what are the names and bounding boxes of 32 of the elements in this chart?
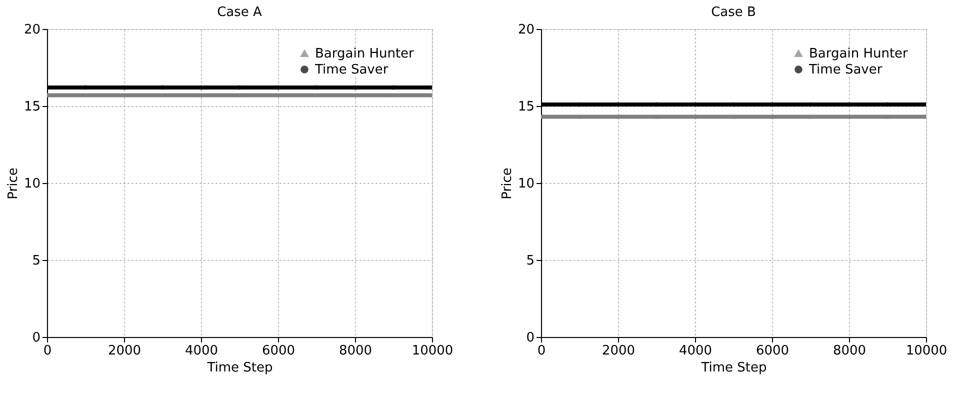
- x-tick-label: 10000: [412, 344, 454, 358]
- y-tick-label: 0: [32, 330, 40, 346]
- chart-title: Case B: [711, 5, 756, 20]
- x-tick-label: 0: [537, 344, 546, 358]
- x-tick-label: 6000: [262, 344, 296, 358]
- legend-label: Bargain Hunter: [315, 46, 415, 62]
- y-tick-label: 5: [526, 254, 534, 268]
- x-tick-label: 2000: [602, 344, 636, 358]
- y-tick-label: 0: [526, 330, 534, 346]
- x-tick-label: 10000: [906, 344, 948, 358]
- chart-title: Case A: [217, 5, 262, 20]
- x-axis-title: Time Step: [206, 360, 273, 376]
- y-tick-label: 10: [518, 176, 534, 192]
- y-tick-label: 10: [24, 176, 40, 192]
- y-tick-label: 15: [24, 100, 40, 114]
- x-tick-label: 2000: [108, 344, 142, 358]
- x-tick-label: 8000: [832, 344, 866, 358]
- y-tick-label: 20: [518, 22, 534, 38]
- x-tick-label: 8000: [338, 344, 372, 358]
- legend-label: Time Saver: [808, 62, 883, 78]
- x-axis-title: Time Step: [700, 360, 767, 376]
- x-tick-label: 6000: [756, 344, 790, 358]
- legend-label: Bargain Hunter: [809, 46, 909, 62]
- y-tick-label: 5: [32, 254, 40, 268]
- x-tick-label: 4000: [678, 344, 712, 358]
- y-tick-label: 15: [518, 100, 534, 114]
- x-tick-label: 0: [43, 344, 52, 358]
- legend-label: Time Saver: [314, 62, 389, 78]
- x-tick-label: 4000: [184, 344, 218, 358]
- y-axis-title: Price: [500, 168, 515, 200]
- y-axis-title: Price: [6, 168, 21, 200]
- y-tick-label: 20: [24, 22, 40, 38]
